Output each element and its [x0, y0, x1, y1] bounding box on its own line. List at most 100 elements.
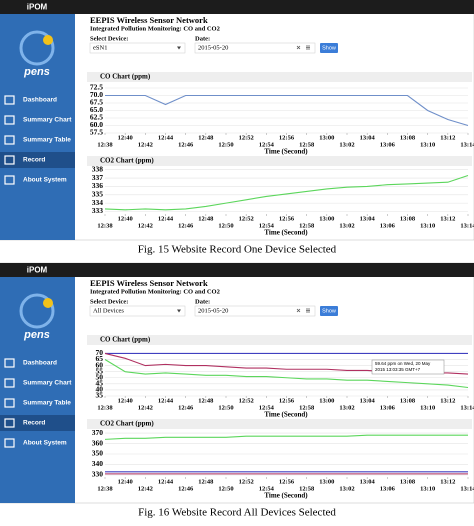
data-line — [104, 175, 469, 211]
logo-ring — [19, 293, 55, 329]
x-tick-label: 12:52 — [239, 134, 254, 141]
logo-text: pens — [23, 66, 50, 78]
menu-item[interactable]: Record — [23, 157, 45, 164]
menu-item[interactable]: Dashboard — [23, 97, 57, 104]
x-tick-label: 13:02 — [339, 222, 354, 229]
x-tick-label: 13:10 — [420, 485, 435, 492]
x-tick-label: 13:08 — [400, 478, 416, 485]
menu-item[interactable]: Summary Chart — [23, 117, 72, 124]
sidebar — [0, 0, 75, 240]
x-tick-label: 13:14 — [460, 222, 474, 229]
x-axis-label: Time (Second) — [264, 492, 308, 500]
data-line — [104, 434, 468, 440]
x-tick-label: 12:46 — [178, 404, 194, 411]
x-tick-label: 12:50 — [218, 222, 233, 229]
menu-item[interactable]: Summary Chart — [23, 380, 72, 387]
date-input[interactable] — [194, 42, 316, 54]
menu-item[interactable]: About System — [23, 440, 67, 447]
x-tick-label: 13:08 — [400, 215, 416, 222]
show-button-label[interactable]: Show — [322, 45, 336, 51]
x-tick-label: 13:00 — [319, 215, 334, 222]
y-tick-label: 333 — [92, 206, 104, 215]
x-tick-label: 12:54 — [259, 222, 275, 229]
show-button-label[interactable]: Show — [322, 308, 336, 314]
page-title: EEPIS Wireless Sensor Network — [90, 15, 208, 25]
show-button[interactable] — [320, 43, 338, 53]
page-subtitle: Integrated Pollution Monitoring: CO and … — [90, 288, 220, 295]
page-title: EEPIS Wireless Sensor Network — [90, 278, 208, 288]
x-axis-label: Time (Second) — [264, 229, 308, 237]
device-select[interactable] — [89, 305, 186, 317]
date-value: 2015-05-20 — [198, 44, 228, 51]
calendar-icon[interactable] — [306, 45, 310, 50]
chart-title: CO2 Chart (ppm) — [100, 157, 154, 165]
menu-icon[interactable] — [4, 378, 15, 388]
device-select[interactable] — [89, 42, 186, 54]
x-tick-label: 12:40 — [118, 134, 133, 141]
logo-dot — [43, 298, 53, 308]
x-tick-label: 13:06 — [380, 404, 396, 411]
date-input[interactable] — [194, 305, 316, 317]
tooltip-text: 59.64 ppm on Wed, 20 May — [375, 361, 431, 366]
x-tick-label: 12:42 — [138, 222, 153, 229]
x-tick-label: 13:12 — [440, 397, 455, 404]
menu-item[interactable]: About System — [23, 177, 67, 184]
chart-header — [87, 156, 472, 166]
menu-icon[interactable] — [4, 155, 15, 165]
top-bar — [0, 0, 474, 14]
clear-icon[interactable] — [296, 45, 301, 50]
x-tick-label: 12:46 — [178, 141, 194, 148]
clear-icon[interactable] — [296, 308, 301, 313]
menu-icon[interactable] — [4, 175, 15, 185]
select-arrow — [177, 46, 181, 50]
chart-header — [87, 419, 472, 429]
x-tick-label: 12:44 — [158, 478, 174, 485]
x-tick-label: 12:58 — [299, 404, 315, 411]
x-tick-label: 12:58 — [299, 485, 315, 492]
y-tick-label: 67.5 — [90, 98, 103, 107]
menu-icon[interactable] — [4, 398, 15, 408]
menu-icon[interactable] — [4, 438, 15, 448]
x-tick-label: 12:50 — [218, 141, 233, 148]
menu-icon[interactable] — [4, 95, 15, 105]
y-tick-label: 360 — [92, 438, 104, 447]
x-tick-label: 12:38 — [97, 485, 113, 492]
x-tick-label: 13:00 — [319, 134, 334, 141]
menu-item[interactable]: Summary Table — [23, 400, 71, 407]
y-tick-label: 62.5 — [90, 113, 103, 122]
screenshot: iPOM pens Dashboard Summary Chart Summary Ta… — [0, 262, 474, 504]
y-tick-label: 338 — [92, 164, 104, 173]
x-tick-label: 12:46 — [178, 222, 194, 229]
x-axis-label: Time (Second) — [264, 411, 308, 419]
menu-active — [0, 152, 75, 168]
y-tick-label: 370 — [92, 428, 104, 437]
menu-icon[interactable] — [4, 418, 15, 428]
x-tick-label: 12:54 — [259, 485, 275, 492]
calendar-icon[interactable] — [306, 308, 310, 313]
x-tick-label: 12:52 — [239, 397, 254, 404]
menu-icon[interactable] — [4, 358, 15, 368]
y-tick-label: 336 — [92, 181, 104, 190]
x-tick-label: 13:06 — [380, 141, 396, 148]
menu-item[interactable]: Dashboard — [23, 360, 57, 367]
menu-item[interactable]: Summary Table — [23, 137, 71, 144]
menu-icon[interactable] — [4, 115, 15, 125]
x-tick-label: 12:52 — [239, 478, 254, 485]
y-tick-label: 55 — [96, 366, 104, 375]
y-tick-label: 340 — [92, 459, 104, 468]
y-tick-label: 335 — [92, 189, 104, 198]
y-tick-label: 35 — [96, 391, 104, 400]
menu-item[interactable]: Record — [23, 420, 45, 427]
x-tick-label: 13:06 — [380, 485, 396, 492]
figure-caption: Fig. 16 Website Record All Devices Selec… — [138, 507, 336, 519]
x-tick-label: 13:08 — [400, 134, 416, 141]
select-arrow — [177, 309, 181, 313]
show-button[interactable] — [320, 306, 338, 316]
x-tick-label: 13:12 — [440, 215, 455, 222]
tooltip — [371, 359, 445, 375]
y-tick-label: 57.5 — [90, 128, 103, 137]
menu-icon[interactable] — [4, 135, 15, 145]
x-tick-label: 12:54 — [259, 141, 275, 148]
chart-header — [87, 72, 472, 82]
